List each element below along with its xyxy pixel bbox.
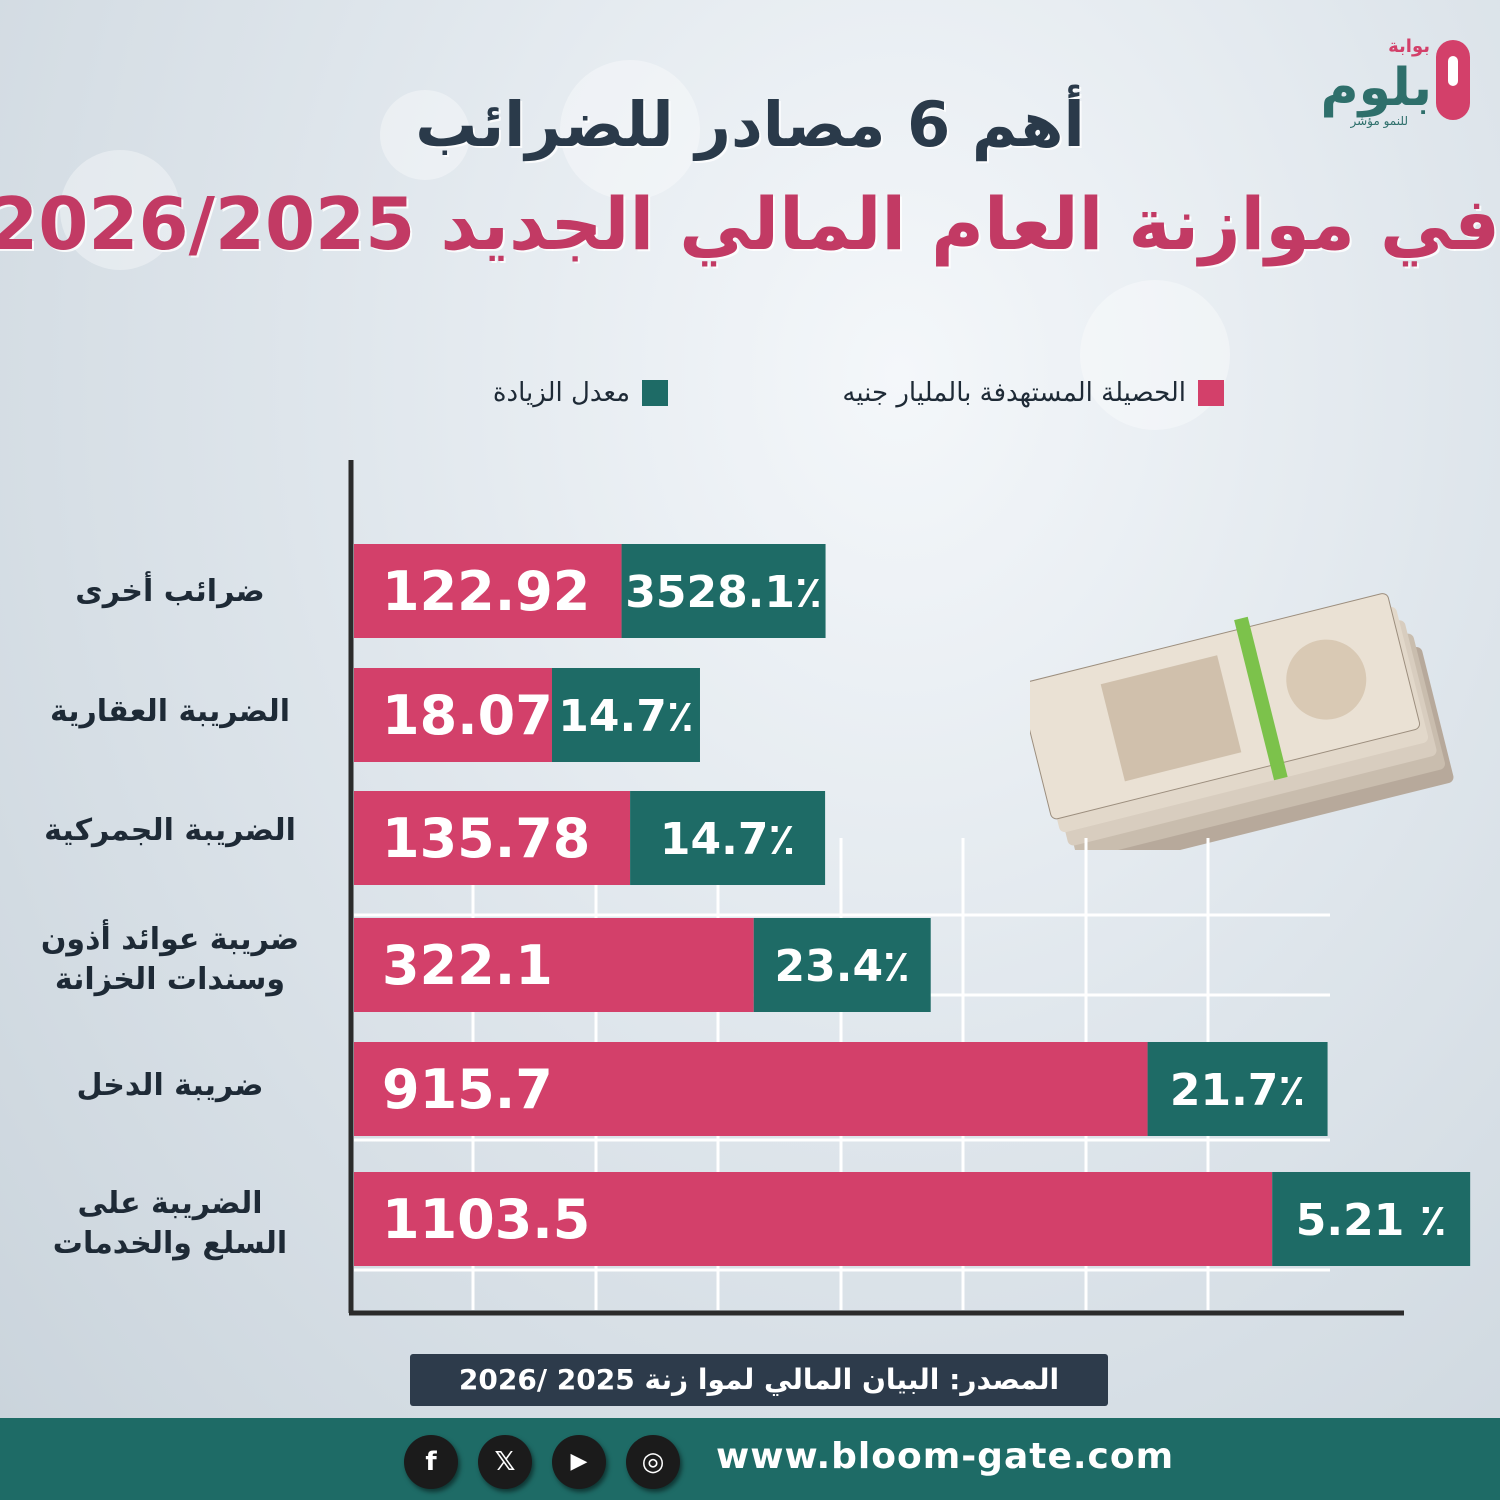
bar-increase (551, 668, 700, 762)
chart-bars: 122.92 3528.1٪18.07 14.7٪135.78 14.7٪322.1 2… (354, 544, 1471, 1266)
data-label-collection: 915.7 (382, 1058, 553, 1121)
bar-increase (1147, 1042, 1328, 1136)
youtube-icon[interactable]: ▶ (552, 1435, 606, 1489)
brand-tagline: للنمو مؤشر (1350, 114, 1408, 128)
category-label: الضريبة على السلع والخدمات (52, 1186, 288, 1261)
footer-bar (0, 1418, 1500, 1500)
data-label-collection: 135.78 (382, 807, 590, 870)
category-label: ضريبة الدخل (76, 1068, 264, 1103)
bokeh-circle (60, 150, 180, 270)
brand-name: بلوم (1320, 58, 1432, 118)
brand-logo: بوابة بلوم للنمو مؤشر (1300, 28, 1470, 138)
title-line-2: في موازنة العام المالي الجديد 2026/2025 (0, 182, 1500, 266)
category-label: الضريبة الجمركية (44, 813, 296, 848)
data-label-collection: 1103.5 (382, 1188, 590, 1251)
data-label-increase: 23.4٪ (775, 941, 910, 992)
title-line-1: أهم 6 مصادر للضرائب (415, 88, 1085, 161)
bar-increase (1272, 1172, 1471, 1266)
banknotes-illustration (1030, 593, 1454, 850)
bar-collection (354, 1042, 1148, 1136)
bar-collection (354, 668, 552, 762)
legend-item-increase: معدل الزيادة (493, 378, 668, 418)
bar-collection (354, 791, 631, 885)
data-label-increase: 3528.1٪ (625, 567, 822, 618)
x-icon[interactable]: 𝕏 (478, 1435, 532, 1489)
bar-collection (354, 544, 622, 638)
legend-label-collection: الحصيلة المستهدفة بالمليار جنيه (842, 378, 1186, 408)
data-label-increase: 14.7٪ (558, 691, 693, 742)
data-label-increase: 14.7٪ (660, 814, 795, 865)
legend-item-collection: الحصيلة المستهدفة بالمليار جنيه (842, 378, 1224, 418)
category-label: ضريبة عوائد أذون وسندات الخزانة (40, 922, 300, 997)
legend-swatch-pink (1198, 380, 1224, 406)
legend-swatch-teal (642, 380, 668, 406)
category-label: ضرائب أخرى (75, 574, 265, 609)
bokeh-circle (380, 90, 470, 180)
data-label-collection: 122.92 (382, 560, 590, 623)
source-note: المصدر: البيان المالي لموا زنة 2025 /202… (410, 1354, 1108, 1406)
data-label-increase: 5.21 ٪ (1296, 1195, 1447, 1246)
facebook-icon[interactable]: f (404, 1435, 458, 1489)
bar-increase (753, 918, 931, 1012)
legend-label-increase: معدل الزيادة (492, 378, 630, 408)
bar-increase (630, 791, 826, 885)
data-label-collection: 322.1 (382, 934, 553, 997)
data-label-collection: 18.07 (382, 684, 553, 747)
website-link[interactable]: www.bloom-gate.com (716, 1436, 1175, 1477)
category-label: الضريبة العقارية (50, 694, 290, 729)
microphone-icon (1436, 40, 1470, 120)
data-label-increase: 21.7٪ (1170, 1065, 1305, 1116)
instagram-icon[interactable]: ◎ (626, 1435, 680, 1489)
bokeh-circle (560, 60, 700, 200)
bar-collection (354, 1172, 1273, 1266)
bar-collection (354, 918, 754, 1012)
brand-prefix: بوابة (1388, 36, 1430, 57)
bar-increase (621, 544, 826, 638)
